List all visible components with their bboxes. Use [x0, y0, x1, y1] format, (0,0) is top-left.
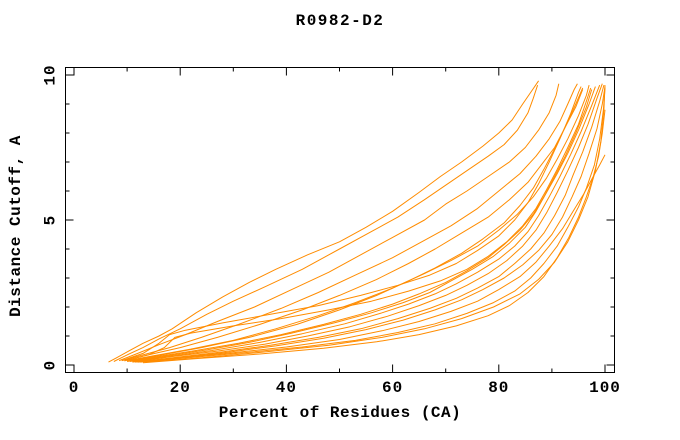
x-tick-label: 20 — [170, 379, 191, 397]
model-curve-model-06 — [127, 84, 590, 362]
y-tick-label: 10 — [42, 64, 60, 85]
model-curve-model-16 — [124, 87, 592, 362]
model-curve-model-04 — [121, 83, 578, 362]
model-curve-model-07 — [127, 89, 593, 362]
x-tick-label: 60 — [382, 379, 403, 397]
model-curve-model-01 — [108, 80, 540, 363]
model-curve-model-11 — [135, 84, 605, 363]
model-curve-model-17 — [121, 86, 582, 362]
model-curve-model-19 — [145, 85, 606, 363]
x-axis-title: Percent of Residues (CA) — [218, 404, 462, 422]
model-curve-model-18 — [129, 87, 584, 362]
model-curve-model-08 — [129, 86, 596, 362]
model-curve-model-09 — [132, 84, 601, 362]
x-tick-label: 80 — [488, 379, 509, 397]
x-tick-label: 0 — [69, 379, 80, 397]
y-tick-label: 5 — [42, 215, 60, 226]
model-curve-model-03 — [118, 83, 560, 362]
x-tick-label: 100 — [589, 379, 621, 397]
model-curve-model-14 — [140, 87, 606, 363]
y-tick-label: 0 — [42, 360, 60, 371]
model-curve-model-12 — [137, 86, 606, 363]
model-curve-model-05 — [124, 89, 584, 362]
x-tick-label: 40 — [276, 379, 297, 397]
model-curve-model-10 — [132, 83, 603, 363]
model-curve-model-02 — [113, 84, 539, 362]
chart-title: R0982-D2 — [295, 12, 385, 30]
plot-frame — [65, 67, 615, 373]
